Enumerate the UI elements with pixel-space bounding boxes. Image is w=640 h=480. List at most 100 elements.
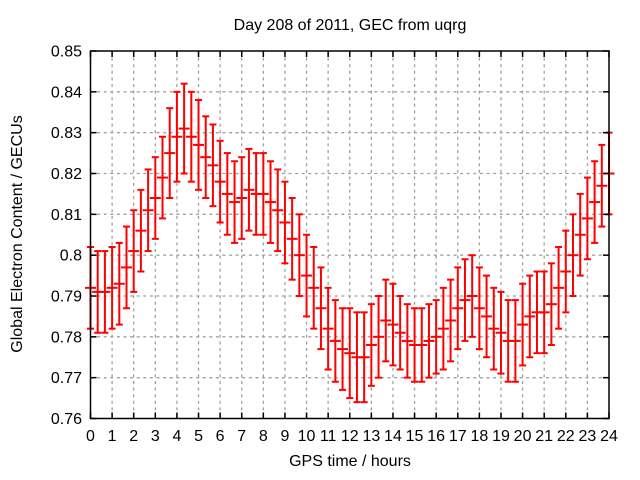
error-bar — [538, 270, 550, 355]
y-tick-label: 0.81 — [51, 207, 82, 224]
error-bar — [329, 299, 341, 383]
x-tick-label: 21 — [535, 428, 553, 445]
error-bar — [99, 250, 111, 334]
x-tick-label: 18 — [470, 428, 488, 445]
error-bar — [524, 274, 536, 359]
error-bar — [387, 282, 399, 367]
error-bar — [164, 107, 176, 199]
error-bar — [473, 266, 485, 351]
x-tick-label: 3 — [151, 428, 160, 445]
error-bar — [560, 229, 572, 314]
error-bar — [337, 307, 349, 391]
error-bar — [589, 160, 601, 244]
error-bar — [574, 192, 586, 277]
x-tick-label: 12 — [341, 428, 359, 445]
x-tick-label: 20 — [514, 428, 532, 445]
y-tick-label: 0.83 — [51, 125, 82, 142]
x-tick-label: 4 — [172, 428, 181, 445]
error-bar — [272, 168, 284, 253]
error-bar — [401, 303, 413, 379]
error-bar — [553, 246, 565, 330]
x-tick-label: 17 — [449, 428, 467, 445]
error-bar — [279, 180, 291, 265]
error-bar — [149, 156, 161, 240]
error-bar — [567, 213, 579, 297]
error-bar — [581, 176, 593, 261]
error-bar — [344, 307, 356, 400]
error-bar — [509, 299, 521, 383]
error-bar — [185, 90, 197, 183]
x-tick-label: 1 — [108, 428, 117, 445]
error-bar — [106, 246, 118, 330]
error-bar — [459, 258, 471, 342]
y-tick-label: 0.82 — [51, 166, 82, 183]
error-bar — [365, 303, 377, 387]
x-tick-label: 11 — [320, 428, 337, 445]
error-bar — [250, 152, 262, 236]
error-bar — [135, 188, 147, 273]
x-tick-label: 15 — [406, 428, 424, 445]
x-tick-label: 22 — [557, 428, 575, 445]
y-tick-label: 0.77 — [51, 370, 82, 387]
y-tick-label: 0.76 — [51, 411, 82, 428]
error-bar — [200, 115, 212, 199]
error-bar — [257, 152, 269, 236]
error-bar — [437, 286, 449, 371]
error-bar — [481, 274, 493, 359]
x-tick-label: 14 — [384, 428, 402, 445]
error-bar — [423, 303, 435, 379]
x-tick-label: 16 — [427, 428, 445, 445]
y-tick-label: 0.8 — [60, 248, 82, 265]
error-bar — [466, 254, 478, 338]
error-bar — [322, 286, 334, 371]
error-bar — [113, 241, 125, 326]
error-bar-series — [85, 82, 615, 404]
error-bar — [286, 197, 298, 281]
x-tick-label: 23 — [578, 428, 596, 445]
error-bar — [452, 266, 464, 351]
plot-frame — [89, 50, 610, 420]
error-bar — [488, 286, 500, 371]
error-bar — [445, 278, 457, 363]
x-tick-label: 19 — [492, 428, 510, 445]
x-tick-label: 6 — [216, 428, 225, 445]
error-bar — [495, 290, 507, 375]
error-bar — [293, 213, 305, 297]
error-bar — [229, 160, 241, 244]
error-bar — [265, 160, 277, 244]
error-bar — [308, 246, 320, 330]
error-bar — [157, 135, 169, 220]
x-tick-label: 2 — [129, 428, 138, 445]
x-tick-label: 8 — [259, 428, 268, 445]
error-bar — [178, 82, 190, 175]
x-tick-label: 9 — [280, 428, 289, 445]
error-bar — [380, 278, 392, 363]
x-tick-label: 10 — [298, 428, 316, 445]
error-bar — [517, 282, 529, 367]
y-tick-label: 0.78 — [51, 329, 82, 346]
x-tick-label: 7 — [237, 428, 246, 445]
y-tick-label: 0.85 — [51, 44, 82, 61]
error-bar — [207, 123, 219, 208]
error-bar — [373, 295, 385, 379]
error-bar — [315, 266, 327, 351]
x-tick-label: 13 — [362, 428, 380, 445]
error-bar — [214, 139, 226, 224]
error-bar — [243, 148, 255, 232]
x-tick-label: 24 — [600, 428, 618, 445]
x-tick-label: 5 — [194, 428, 203, 445]
error-bar — [301, 233, 313, 318]
error-bar — [193, 99, 205, 191]
error-bar — [128, 209, 140, 293]
error-bar — [236, 156, 248, 240]
error-bar — [394, 295, 406, 371]
error-bar — [142, 168, 154, 253]
y-tick-label: 0.84 — [51, 84, 82, 101]
error-bar — [430, 299, 442, 375]
error-bar — [596, 143, 608, 228]
y-tick-label: 0.79 — [51, 289, 82, 306]
error-bar — [545, 262, 557, 346]
x-axis-label: GPS time / hours — [289, 453, 411, 470]
